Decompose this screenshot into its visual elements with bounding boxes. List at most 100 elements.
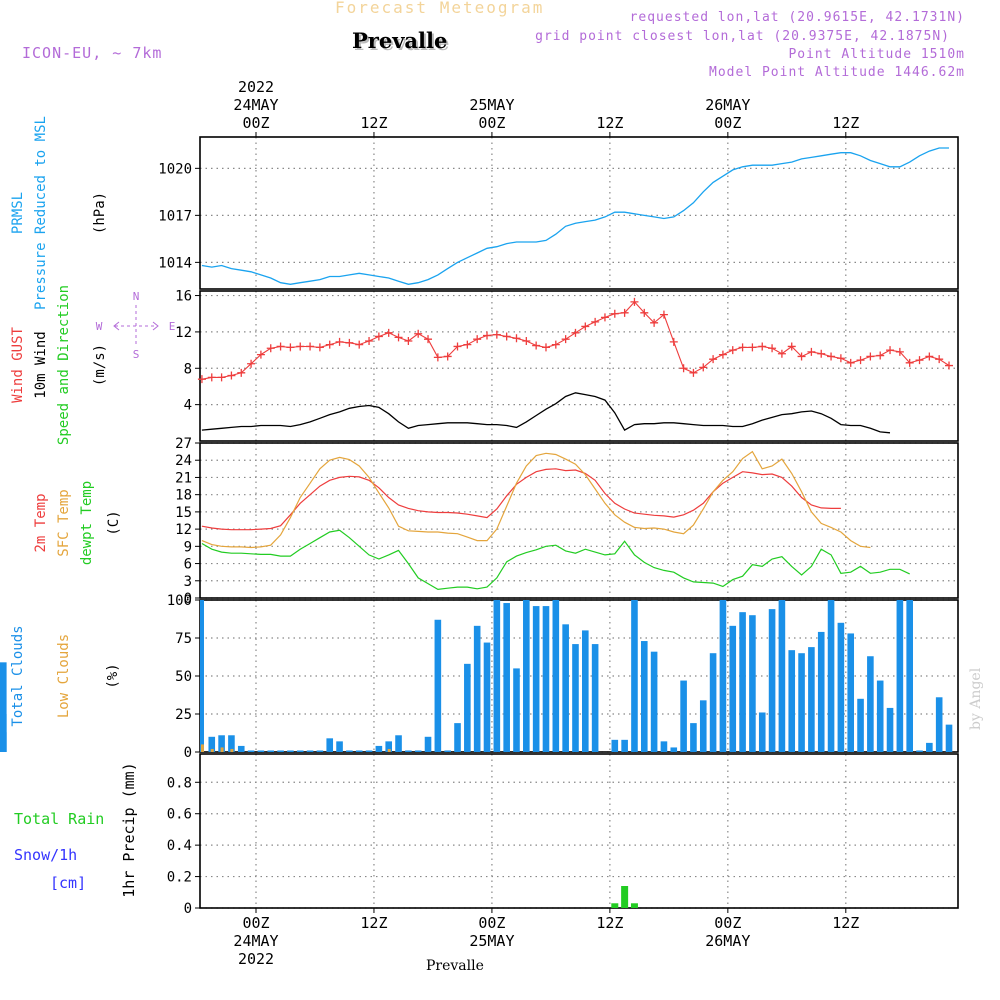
y-label-10m-wind: 10m Wind — [33, 331, 49, 398]
total-cloud-bar — [660, 741, 668, 752]
total-cloud-bar — [808, 647, 815, 752]
compass-n: N — [133, 290, 140, 303]
total-cloud-bar — [523, 600, 530, 752]
y-tick-label-pressure: 1020 — [158, 161, 192, 177]
total-cloud-bar — [699, 700, 707, 752]
gust-marker — [541, 343, 550, 352]
top-axis-label: 25MAY — [469, 96, 514, 114]
y-tick-label-wind: 8 — [184, 361, 192, 377]
top-axis-label: 00Z — [478, 114, 505, 132]
gust-marker — [266, 344, 275, 353]
y-label-precip: 1hr Precip (mm) — [120, 762, 138, 897]
gust-marker — [600, 313, 609, 322]
top-axis-label: 00Z — [714, 114, 741, 132]
top-axis-label: 24MAY — [233, 96, 278, 114]
gust-marker — [355, 340, 364, 349]
total-cloud-bar — [464, 663, 471, 752]
gust-marker — [640, 308, 649, 317]
bottom-axis-label: 2022 — [238, 950, 274, 968]
gust-marker — [610, 309, 619, 318]
compass-e: E — [169, 320, 176, 333]
gust-marker — [738, 343, 747, 352]
total-cloud-bar — [444, 750, 451, 752]
gust-marker — [483, 331, 492, 340]
total-cloud-bar — [336, 741, 343, 752]
gust-marker — [473, 335, 482, 344]
y-tick-label-clouds: 100 — [167, 593, 192, 609]
y-tick-label-clouds: 50 — [175, 669, 192, 685]
gust-marker — [247, 359, 256, 368]
panel-frame-pressure — [199, 136, 959, 290]
total-cloud-bar — [621, 739, 628, 752]
y-tick-label-precip: 0.2 — [167, 870, 192, 886]
y-label-dewpt-temp: dewpt Temp — [79, 481, 95, 565]
total-cloud-bar — [414, 750, 422, 752]
footer-station: Prevalle — [426, 958, 484, 974]
y-unit-temperature: (C) — [106, 510, 122, 535]
gust-marker — [630, 297, 639, 306]
gust-marker — [935, 355, 944, 364]
bottom-axis-label: 26MAY — [705, 932, 750, 950]
y-tick-label-precip: 0.6 — [167, 807, 192, 823]
gust-marker — [512, 334, 521, 343]
y-label-sfc-temp: SFC Temp — [56, 489, 72, 556]
gust-marker — [915, 356, 924, 365]
gust-marker — [905, 358, 914, 367]
y-unit-pressure: (hPa) — [92, 192, 108, 234]
bottom-axis-label: 00Z — [478, 914, 505, 932]
bottom-axis-label: 24MAY — [233, 932, 278, 950]
total-cloud-bar — [0, 732, 7, 752]
legend-cm: [cm] — [50, 874, 86, 892]
model-label: ICON-EU, ~ 7km — [22, 44, 163, 62]
top-axis-label: 12Z — [360, 114, 387, 132]
compass-arrowheads — [113, 321, 159, 331]
low-cloud-bar — [220, 747, 224, 752]
y-label-2m-temp: 2m Temp — [33, 493, 49, 552]
y-tick-label-temperature: 21 — [175, 470, 192, 486]
total-cloud-bar — [228, 735, 235, 752]
gust-marker — [315, 343, 324, 352]
y-tick-label-wind: 4 — [184, 398, 192, 414]
total-cloud-bar — [503, 603, 510, 752]
legend-total-rain: Total Rain — [14, 810, 104, 828]
total-cloud-bar — [739, 612, 746, 752]
total-cloud-bar — [424, 736, 432, 752]
y-tick-label-pressure: 1017 — [158, 208, 192, 224]
total-cloud-bar — [749, 615, 756, 752]
total-cloud-bar — [867, 656, 874, 752]
rain-bar — [630, 903, 638, 908]
total-cloud-bar — [277, 750, 284, 752]
total-cloud-bar — [945, 724, 953, 752]
total-cloud-bar — [355, 750, 363, 752]
y-tick-label-clouds: 25 — [175, 707, 192, 723]
requested-coords: requested lon,lat (20.9615E, 42.1731N) — [629, 10, 965, 25]
gust-marker — [620, 308, 629, 317]
model-point-altitude: Model Point Altitude 1446.62m — [709, 65, 965, 80]
total-cloud-bar — [375, 745, 383, 752]
total-cloud-bar — [483, 642, 491, 752]
gust-marker — [551, 340, 560, 349]
total-cloud-bar — [493, 600, 501, 752]
gust-marker — [463, 340, 472, 349]
gust-marker — [886, 346, 895, 355]
total-cloud-bar — [631, 600, 638, 752]
y-tick-label-temperature: 24 — [175, 453, 192, 469]
total-cloud-bar — [218, 735, 225, 752]
gust-marker — [561, 335, 570, 344]
y-tick-label-temperature: 18 — [175, 488, 192, 504]
total-cloud-bar — [267, 750, 275, 752]
gust-marker — [836, 354, 845, 363]
gust-marker — [394, 333, 403, 342]
top-axis-label: 26MAY — [705, 96, 750, 114]
gust-marker — [787, 342, 796, 351]
total-cloud-bar — [247, 750, 255, 752]
total-cloud-bar — [926, 742, 933, 752]
y-tick-label-wind: 12 — [175, 325, 192, 341]
gust-marker — [689, 368, 698, 377]
gust-marker — [807, 347, 816, 356]
panel-frame-precip — [199, 753, 959, 909]
y-tick-label-temperature: 9 — [184, 539, 192, 555]
low-cloud-bar — [210, 748, 214, 752]
gust-marker — [925, 352, 934, 361]
bottom-axis-label: 12Z — [832, 914, 859, 932]
